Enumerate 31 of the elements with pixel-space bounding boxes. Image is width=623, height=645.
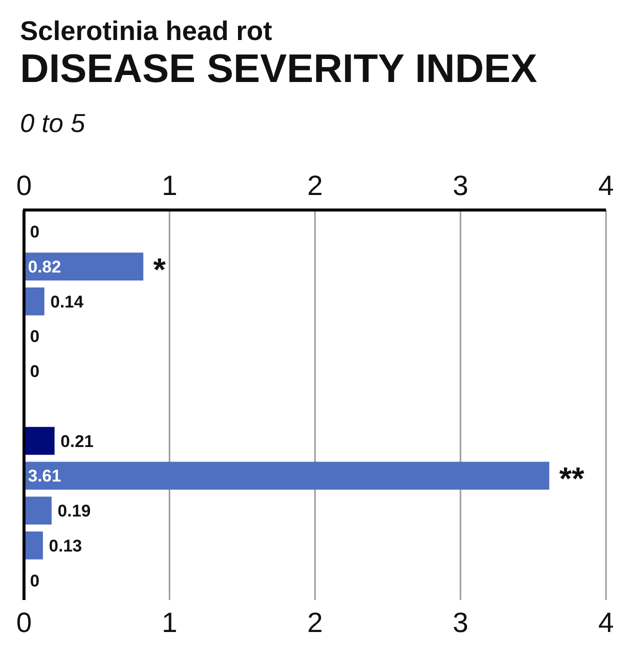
x-tick-label: 2	[307, 170, 323, 201]
data-label: 0.21	[60, 432, 94, 451]
data-label: 3.61	[28, 466, 62, 486]
text: 0 to 5	[20, 108, 86, 138]
bar	[24, 496, 52, 525]
x-tick-label: 0	[16, 170, 32, 201]
data-label: 0.19	[58, 502, 91, 521]
x2-tick-label: 2	[307, 607, 323, 638]
annotation: *	[153, 252, 166, 288]
bar	[24, 426, 55, 455]
x-tick-label: 3	[452, 170, 468, 201]
data-label: 0.13	[48, 536, 82, 556]
x2-tick-label: 3	[452, 607, 468, 638]
chart-subtitle: DISEASE SEVERITY INDEX	[20, 47, 538, 91]
bar	[24, 252, 144, 280]
x2-tick-label: 1	[162, 607, 178, 638]
annotation: **	[559, 460, 585, 497]
data-label: 0	[30, 362, 40, 382]
x2-tick-label: 4	[598, 607, 614, 638]
data-label: 0	[30, 222, 40, 242]
data-label: 0.82	[28, 258, 62, 276]
bar	[24, 532, 43, 560]
x-tick-label: 1	[162, 170, 178, 201]
bar	[24, 287, 44, 316]
x2-tick-label: 0	[16, 607, 32, 638]
data-label: 0.14	[50, 292, 84, 312]
x-tick-label: 4	[598, 170, 614, 201]
bar	[24, 462, 550, 490]
data-label: 0	[30, 571, 40, 590]
chart-title: Sclerotinia head rot	[20, 16, 272, 46]
data-label: 0	[30, 327, 40, 346]
